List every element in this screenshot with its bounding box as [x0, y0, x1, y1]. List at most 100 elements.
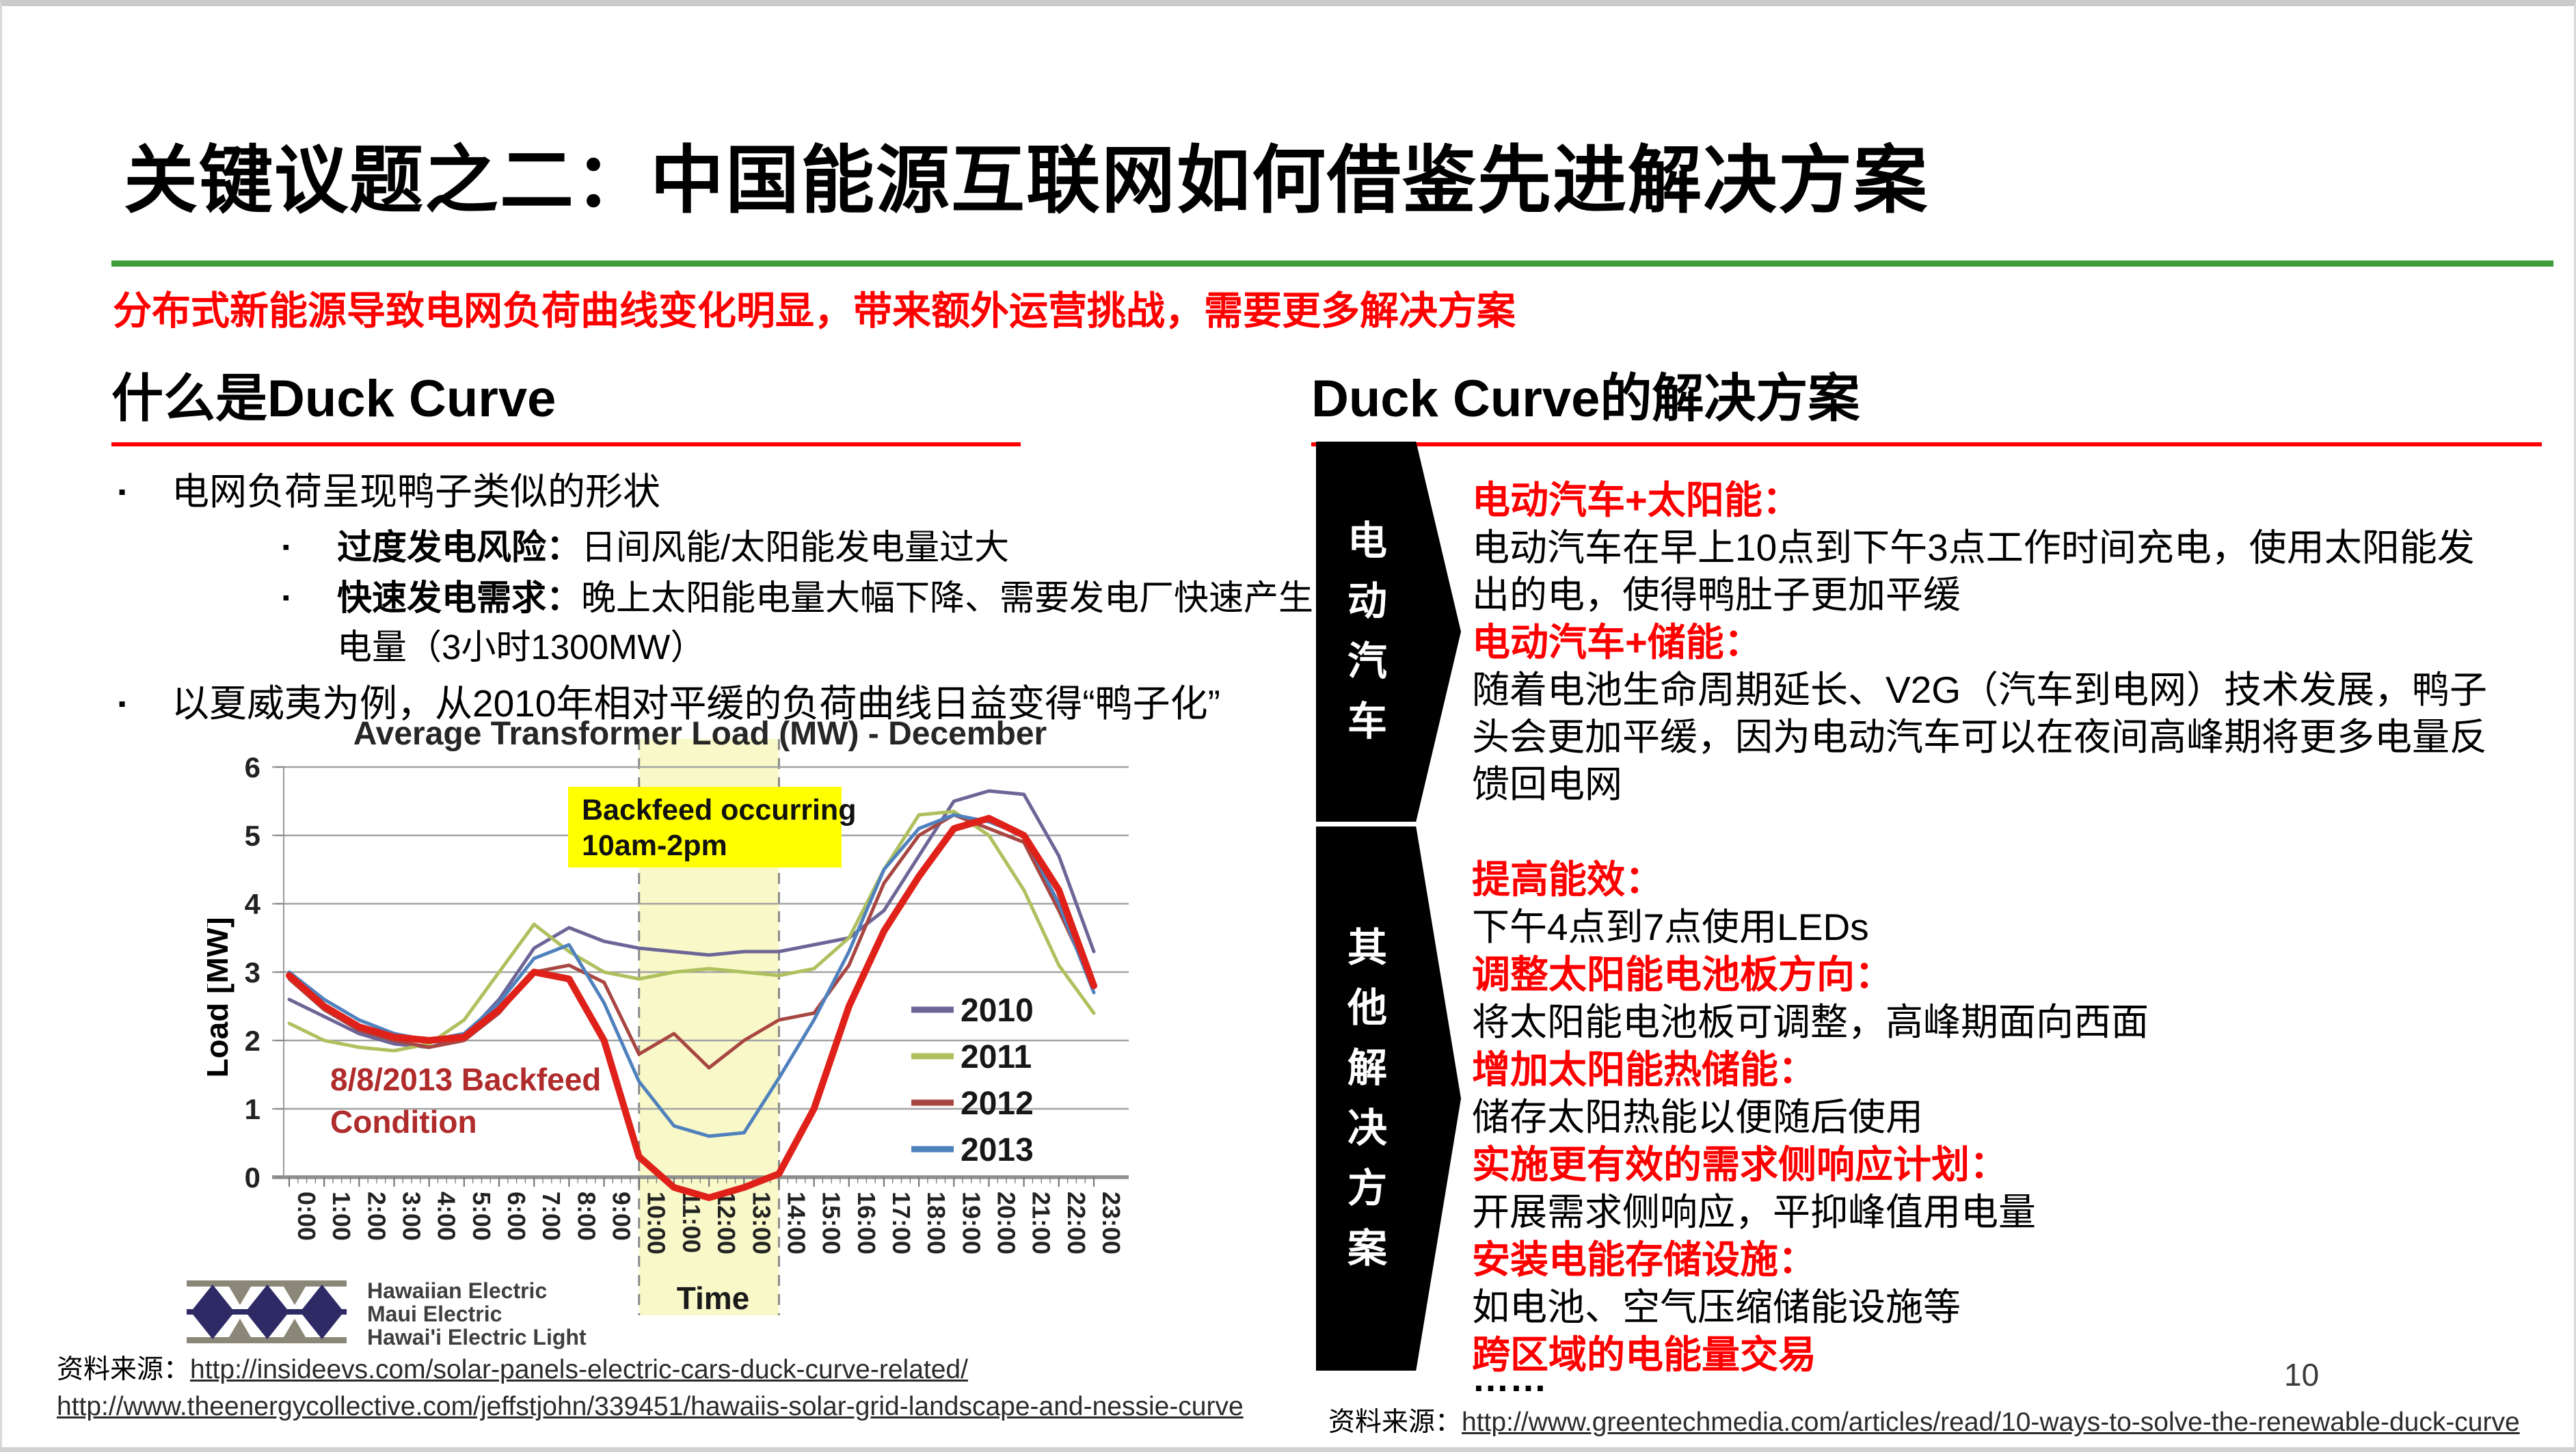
- y-axis-label: Load [MW]: [207, 917, 234, 1077]
- right-source: 资料来源：http://www.greentechmedia.com/artic…: [1328, 1401, 2520, 1439]
- chart-title: Average Transformer Load (MW) - December: [353, 716, 1047, 752]
- ellipsis: ……: [1472, 1357, 1547, 1399]
- x-tick-label: 11:00: [677, 1192, 706, 1253]
- bullet-marker: ▪: [282, 536, 290, 559]
- x-tick-label: 23:00: [1097, 1192, 1125, 1254]
- hawaiian-electric-logo: Hawaiian Electric Maui Electric Hawai'i …: [187, 1278, 587, 1349]
- bullet-item: ▪ 快速发电需求：晚上太阳能电量大幅下降、需要发电厂快速产生电量（3小时1300M…: [282, 574, 1328, 672]
- x-tick-label: 9:00: [608, 1192, 636, 1241]
- legend-label-2013: 2013: [961, 1132, 1034, 1168]
- page-title: 关键议题之二：中国能源互联网如何借鉴先进解决方案: [124, 139, 1929, 221]
- left-sources: 资料来源：http://insideevs.com/solar-panels-e…: [57, 1352, 1244, 1425]
- solution-item: 实施更有效的需求侧响应计划： 开展需求侧响应，平抑峰值用电量: [1472, 1141, 2497, 1236]
- key-message: 分布式新能源导致电网负荷曲线变化明显，带来额外运营挑战，需要更多解决方案: [113, 289, 1516, 333]
- x-tick-label: 15:00: [818, 1192, 846, 1254]
- x-tick-label: 6:00: [502, 1192, 531, 1241]
- x-axis-label: Time: [677, 1280, 750, 1316]
- x-tick-label: 17:00: [887, 1192, 915, 1254]
- arrow-ev-label: 电 动 汽 车: [1347, 519, 1387, 744]
- source-label: 资料来源：: [1328, 1408, 1462, 1437]
- solution-item: 提高能效： 下午4点到7点使用LEDs: [1472, 856, 2497, 951]
- x-tick-label: 3:00: [398, 1192, 426, 1241]
- bullet-item: ▪ 电网负荷呈现鸭子类似的形状: [118, 464, 1328, 519]
- bullet-marker: ▪: [118, 691, 126, 716]
- arrow-ev-solutions: 电 动 汽 车: [1316, 442, 1461, 822]
- solution-item-title: 调整太阳能电池板方向：: [1472, 953, 1893, 996]
- solution-item-title: 安装电能存储设施：: [1472, 1238, 1816, 1281]
- x-tick-label: 13:00: [747, 1192, 775, 1254]
- bullet-text: 过度发电风险：日间风能/太阳能发电量过大: [337, 528, 1010, 567]
- solution-item: 电动汽车+储能： 随着电池生命周期延长、V2G（汽车到电网）技术发展，鸭子头会更加…: [1472, 619, 2497, 808]
- solution-item-body: 下午4点到7点使用LEDs: [1472, 906, 1869, 948]
- solution-item-title: 增加太阳能热储能：: [1472, 1048, 1816, 1091]
- x-tick-label: 4:00: [433, 1192, 461, 1241]
- backfeed-annotation: Condition: [330, 1104, 477, 1140]
- legend-label-2012: 2012: [961, 1086, 1034, 1122]
- solution-item-title: 电动汽车+太阳能：: [1472, 479, 1801, 522]
- left-source-line-1: 资料来源：http://insideevs.com/solar-panels-e…: [57, 1352, 1244, 1388]
- solution-item: 跨区域的电能量交易: [1472, 1331, 2497, 1379]
- bullet-item: ▪ 过度发电风险：日间风能/太阳能发电量过大: [282, 523, 1328, 572]
- callout-box: [568, 787, 842, 868]
- logo-line-3: Hawai'i Electric Light: [367, 1325, 587, 1349]
- left-section-heading: 什么是Duck Curve: [111, 356, 1021, 446]
- y-tick-label: 0: [245, 1161, 260, 1194]
- source-link-energycollective[interactable]: http://www.theenergycollective.com/jeffs…: [57, 1392, 1244, 1421]
- solution-item-body: 将太阳能电池板可调整，高峰期面向西面: [1472, 1001, 2149, 1043]
- solution-item-body: 储存太阳热能以便随后使用: [1472, 1096, 1924, 1138]
- solution-item-title: 跨区域的电能量交易: [1472, 1333, 1816, 1376]
- x-tick-label: 21:00: [1028, 1192, 1056, 1254]
- x-tick-label: 5:00: [468, 1192, 496, 1241]
- arrow-other-solutions: 其 他 解 决 方 案: [1316, 826, 1461, 1371]
- solution-item: 增加太阳能热储能： 储存太阳热能以便随后使用: [1472, 1046, 2497, 1141]
- legend-label-2010: 2010: [961, 993, 1034, 1029]
- y-tick-label: 3: [245, 956, 260, 989]
- x-tick-label: 1:00: [327, 1192, 355, 1241]
- bullet-marker: ▪: [118, 479, 126, 504]
- solution-item-body: 电动汽车在早上10点到下午3点工作时间充电，使用太阳能发出的电，使得鸭肚子更加平…: [1472, 526, 2475, 616]
- title-rule: [111, 260, 2553, 267]
- x-tick-label: 14:00: [782, 1192, 810, 1254]
- x-tick-label: 0:00: [293, 1192, 321, 1241]
- source-link-insideevs[interactable]: http://insideevs.com/solar-panels-electr…: [190, 1355, 968, 1384]
- logo-mark: [187, 1280, 347, 1343]
- duck-curve-bullet-list: ▪ 电网负荷呈现鸭子类似的形状 ▪ 过度发电风险：日间风能/太阳能发电量过大 ▪ 快速发电…: [118, 460, 1328, 735]
- left-source-line-2: http://www.theenergycollective.com/jeffs…: [57, 1388, 1244, 1425]
- duck-curve-chart: 0 1 2 3 4 5 6 0:00 1:00 2:00 3:00 4:00 5:00 6:00 7:00 8…: [207, 710, 1233, 1346]
- x-tick-label: 18:00: [922, 1192, 950, 1254]
- solution-item: 电动汽车+太阳能： 电动汽车在早上10点到下午3点工作时间充电，使用太阳能发出的电…: [1472, 476, 2497, 619]
- y-tick-label: 2: [245, 1025, 260, 1057]
- ev-solutions-text: 电动汽车+太阳能： 电动汽车在早上10点到下午3点工作时间充电，使用太阳能发出的电…: [1472, 476, 2497, 808]
- legend-label-2011: 2011: [961, 1039, 1032, 1075]
- bullet-text: 以夏威夷为例，从2010年相对平缓的负荷曲线日益变得“鸭子化”: [172, 682, 1220, 725]
- source-link-greentechmedia[interactable]: http://www.greentechmedia.com/articles/r…: [1462, 1408, 2520, 1437]
- solution-item: 调整太阳能电池板方向： 将太阳能电池板可调整，高峰期面向西面: [1472, 951, 2497, 1046]
- page-number: 10: [2284, 1357, 2320, 1393]
- bullet-text: 电网负荷呈现鸭子类似的形状: [172, 470, 661, 513]
- y-tick-label: 5: [245, 820, 260, 852]
- y-tick-label: 6: [245, 751, 260, 783]
- solution-item-body: 随着电池生命周期延长、V2G（汽车到电网）技术发展，鸭子头会更加平缓，因为电动汽…: [1472, 669, 2488, 805]
- bullet-marker: ▪: [282, 587, 290, 609]
- x-tick-label: 10:00: [643, 1192, 671, 1254]
- logo-line-2: Maui Electric: [367, 1302, 502, 1326]
- x-tick-label: 8:00: [572, 1192, 600, 1241]
- series-8/8/2013: [286, 815, 1097, 1201]
- x-tick-label: 2:00: [362, 1192, 390, 1241]
- callout-text: Backfeed occurring: [582, 794, 856, 826]
- arrow-other-label: 其 他 解 决 方 案: [1347, 926, 1387, 1271]
- y-tick-label: 1: [245, 1093, 260, 1125]
- x-tick-label: 20:00: [992, 1192, 1020, 1254]
- solution-item-title: 提高能效：: [1472, 858, 1663, 901]
- solution-item-body: 如电池、空气压缩储能设施等: [1472, 1286, 1961, 1328]
- x-tick-label: 22:00: [1062, 1192, 1090, 1254]
- bullet-item: ▪ 以夏威夷为例，从2010年相对平缓的负荷曲线日益变得“鸭子化”: [118, 676, 1328, 731]
- solution-item-body: 开展需求侧响应，平抑峰值用电量: [1472, 1191, 2037, 1233]
- backfeed-annotation: 8/8/2013 Backfeed: [330, 1062, 601, 1097]
- source-label: 资料来源：: [57, 1355, 191, 1384]
- y-tick-label: 4: [245, 888, 261, 920]
- logo-line-1: Hawaiian Electric: [367, 1278, 547, 1303]
- x-tick-label: 12:00: [712, 1192, 740, 1254]
